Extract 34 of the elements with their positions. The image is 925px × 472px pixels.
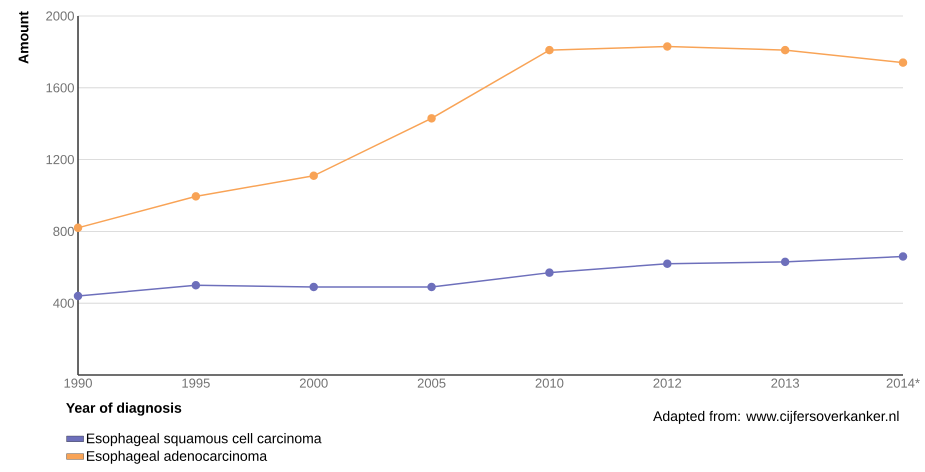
x-tick-label: 1990 (64, 378, 92, 388)
y-tick-label: 1200 (46, 154, 74, 164)
y-tick-label: 2000 (46, 11, 74, 21)
point (780, 46, 790, 54)
x-tick-label: 2012 (653, 378, 682, 388)
point (545, 46, 554, 54)
y-axis-title: Amount (18, 11, 28, 64)
legend-label: Esophageal squamous cell carcinoma (86, 433, 322, 446)
point (192, 192, 200, 201)
legend-label: Esophageal adenocarcinoma (86, 450, 268, 464)
point (74, 224, 82, 232)
point (663, 42, 672, 51)
point (898, 58, 908, 67)
point (309, 282, 318, 292)
x-tick-label: 2000 (300, 378, 328, 388)
text: Adapted from: www.cijfersoverkanker.nl (653, 410, 899, 424)
x-axis-title: Year of diagnosis (66, 402, 182, 416)
point (898, 252, 908, 261)
y-tick-label: 800 (53, 226, 74, 236)
x-tick-label: 2010 (536, 378, 564, 388)
x-tick-label: 2014* (886, 378, 920, 388)
x-tick-label: 2013 (771, 378, 800, 388)
x-tick-label: 2005 (418, 378, 446, 388)
point (427, 114, 436, 123)
point (427, 282, 436, 292)
point (192, 281, 200, 290)
y-tick-label: 1600 (46, 83, 74, 92)
x-tick-label: 1995 (182, 378, 210, 388)
point (74, 292, 82, 300)
point (545, 268, 554, 277)
point (780, 258, 790, 266)
point (309, 172, 318, 180)
point (663, 259, 672, 268)
y-tick-label: 400 (53, 298, 74, 308)
